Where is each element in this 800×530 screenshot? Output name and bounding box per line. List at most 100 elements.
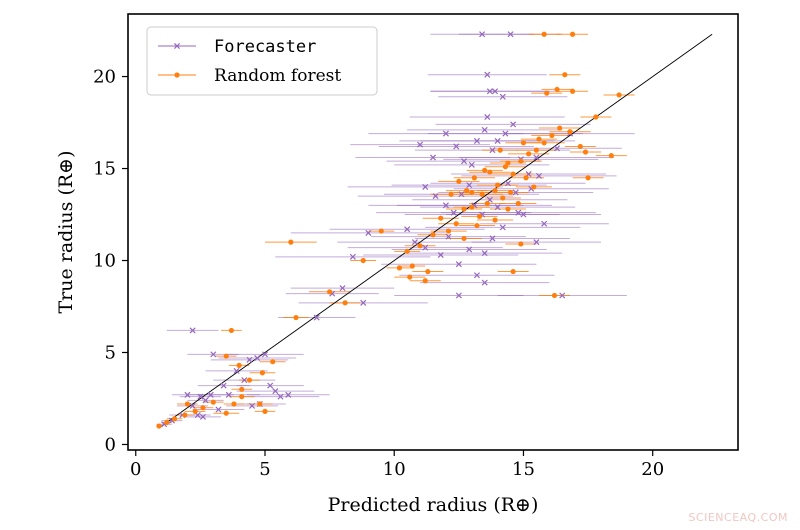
forecaster-point-stroke [277,393,284,400]
forecaster-point-stroke [432,193,439,200]
forecaster-point [233,367,240,374]
forecaster-point-stroke [520,211,527,218]
forecaster-point [267,382,274,389]
random-forest-point [541,31,547,37]
random-forest-point [270,359,276,365]
random-forest-point [492,188,498,194]
forecaster-point-stroke [455,261,462,268]
x-tick-label: 0 [130,459,141,480]
forecaster-point-stroke [313,314,320,321]
random-forest-point [453,221,459,227]
forecaster-point-stroke [533,154,540,161]
forecaster-point [486,88,493,95]
forecaster-point-stroke [479,31,486,38]
forecaster-point [466,182,473,189]
forecaster-point [404,226,411,233]
random-forest-point [523,175,529,181]
random-forest-point [184,401,191,407]
forecaster-point [349,253,356,260]
legend-marker-x [173,42,181,50]
forecaster-point [535,172,542,179]
random-forest-point [445,228,452,234]
forecaster-point [432,193,439,200]
forecaster-point-stroke [197,393,204,400]
forecaster-point-stroke [481,250,488,257]
forecaster-point-stroke [194,412,201,419]
random-forest-point [200,405,206,411]
random-forest-point [246,377,253,383]
forecaster-point [285,391,292,398]
random-forest-point [259,370,266,376]
axes-frame [127,13,739,451]
forecaster-point-stroke [249,402,256,409]
forecaster-point-stroke [225,391,232,398]
random-forest-point [502,164,508,170]
forecaster-point-stroke [484,113,491,121]
forecaster-point [429,154,437,161]
forecaster-point [554,145,561,152]
forecaster-point-stroke [360,299,367,306]
random-forest-point [409,263,415,269]
legend-marker-dot [174,72,180,78]
forecaster-point [422,183,429,190]
random-forest-point [533,147,539,153]
forecaster-point [492,88,499,95]
random-forest-point [425,268,431,275]
forecaster-point-stroke [267,382,274,389]
random-forest-point [422,278,428,284]
forecaster-point-stroke [442,202,449,209]
forecaster-point-stroke [533,239,540,246]
random-forest-point [327,289,333,295]
random-forest-point [487,169,493,175]
forecaster-point [225,391,232,398]
random-forest-point [469,189,475,196]
forecaster-point-stroke [422,183,429,190]
forecaster-point-stroke [411,239,418,246]
forecaster-point [473,272,480,279]
forecaster-point-stroke [484,71,491,78]
forecaster-point-stroke [220,382,227,389]
forecaster-point [313,314,320,321]
random-forest-point [495,182,501,188]
random-forest-point [464,188,470,194]
x-tick-label: 5 [259,459,270,480]
forecaster-point-stroke [450,209,457,216]
random-forest-point [482,167,488,173]
forecaster-point-stroke [429,154,437,161]
forecaster-point [453,143,460,150]
forecaster-point-stroke [442,130,449,137]
y-tick-label: 15 [93,159,116,180]
forecaster-point [455,261,462,268]
random-forest-point [608,153,614,159]
forecaster-point [207,391,214,398]
forecaster-point [261,351,269,358]
y-tick-label: 10 [93,251,116,272]
forecaster-point [466,246,473,253]
forecaster-point-stroke [458,191,465,198]
random-forest-point [520,140,527,146]
x-tick-label: 10 [383,459,406,480]
forecaster-point [507,31,514,38]
forecaster-point-stroke [504,180,511,187]
forecaster-point [272,388,279,395]
forecaster-point [512,189,519,196]
forecaster-point [215,406,222,413]
y-tick-label: 0 [105,434,116,455]
forecaster-point [481,126,488,133]
forecaster-point [189,327,196,334]
forecaster-point-stroke [455,292,462,299]
forecaster-point-stroke [365,229,372,236]
forecaster-point-stroke [422,244,429,251]
random-forest-point [510,268,516,275]
forecaster-point [450,209,457,216]
forecaster-point [365,229,372,236]
forecaster-point-stroke [489,235,496,242]
forecaster-point-stroke [233,367,240,374]
forecaster-point-stroke [189,327,196,334]
random-forest-point [479,191,485,197]
random-forest-point [567,129,573,135]
random-forest-point [231,401,237,407]
forecaster-point-stroke [515,209,522,216]
forecaster-point-stroke [473,137,480,144]
forecaster-point [442,130,449,137]
